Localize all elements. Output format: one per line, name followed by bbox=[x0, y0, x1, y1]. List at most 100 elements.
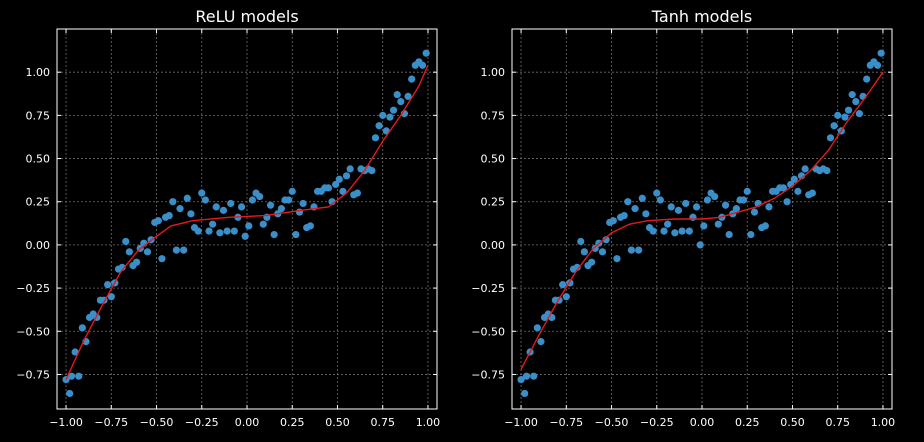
data-point bbox=[248, 196, 257, 204]
x-tick-label: −0.75 bbox=[549, 416, 583, 429]
data-point bbox=[371, 134, 380, 142]
data-point bbox=[219, 206, 228, 214]
y-tick-label: −0.25 bbox=[471, 282, 505, 295]
model-fit-line bbox=[520, 71, 884, 370]
data-point bbox=[209, 220, 217, 228]
data-point bbox=[143, 248, 152, 256]
data-point bbox=[154, 217, 162, 225]
data-point bbox=[517, 376, 525, 384]
data-point bbox=[198, 189, 206, 197]
data-point bbox=[375, 122, 383, 130]
data-point bbox=[794, 187, 802, 195]
data-point bbox=[808, 189, 816, 197]
data-point bbox=[292, 230, 300, 239]
data-point bbox=[227, 199, 235, 208]
data-point bbox=[245, 222, 253, 230]
data-point bbox=[266, 201, 275, 209]
y-tick-label: −0.50 bbox=[16, 325, 50, 338]
data-point bbox=[801, 165, 809, 173]
chart-title: Tanh models bbox=[651, 7, 752, 26]
data-point bbox=[656, 196, 664, 204]
data-point bbox=[671, 229, 679, 237]
chart-title: ReLU models bbox=[195, 7, 298, 26]
data-point bbox=[613, 255, 621, 263]
data-point bbox=[635, 246, 643, 254]
x-tick-label: −1.00 bbox=[504, 416, 538, 429]
data-point bbox=[288, 187, 296, 195]
data-point bbox=[180, 246, 188, 254]
x-tick-label: 0.75 bbox=[370, 416, 395, 429]
data-point bbox=[714, 220, 722, 228]
y-tick-label: −0.75 bbox=[16, 368, 50, 381]
data-point bbox=[277, 205, 285, 213]
x-tick-label: −0.25 bbox=[185, 416, 219, 429]
y-tick-label: 0.25 bbox=[481, 196, 506, 209]
data-point bbox=[674, 206, 683, 214]
data-point bbox=[711, 192, 719, 201]
data-point bbox=[577, 237, 585, 246]
data-point bbox=[230, 227, 238, 235]
data-point bbox=[743, 187, 751, 195]
data-point bbox=[692, 203, 701, 211]
data-point bbox=[537, 338, 545, 346]
data-point bbox=[66, 389, 74, 398]
data-point bbox=[627, 246, 636, 254]
data-point bbox=[682, 199, 690, 208]
data-point bbox=[187, 210, 195, 218]
data-point bbox=[573, 263, 581, 271]
data-point bbox=[877, 49, 885, 57]
y-tick-label: −0.25 bbox=[16, 282, 50, 295]
data-point bbox=[696, 241, 704, 249]
y-tick-label: 0.75 bbox=[481, 109, 506, 122]
data-point bbox=[78, 324, 86, 332]
data-point bbox=[389, 106, 398, 114]
data-point bbox=[270, 230, 278, 239]
data-point bbox=[125, 248, 133, 256]
data-point bbox=[205, 227, 213, 235]
data-point bbox=[107, 293, 115, 301]
data-point bbox=[667, 203, 675, 211]
data-point bbox=[598, 248, 607, 256]
data-point bbox=[685, 227, 693, 235]
data-point bbox=[368, 167, 376, 175]
y-tick-label: 0.50 bbox=[26, 153, 51, 166]
data-point bbox=[826, 134, 835, 142]
x-tick-label: 1.00 bbox=[416, 416, 441, 429]
data-point bbox=[638, 194, 646, 202]
tanh-panel: −1.00 −0.75 −0.50 −0.25 0.00 0.25 0.50 0.75 1.00… bbox=[471, 7, 895, 429]
x-tick-label: 0.00 bbox=[235, 416, 260, 429]
x-tick-label: −0.75 bbox=[94, 416, 128, 429]
y-tick-label: 0.25 bbox=[26, 196, 51, 209]
data-point bbox=[353, 189, 361, 197]
data-point bbox=[609, 217, 617, 225]
data-point bbox=[104, 281, 112, 289]
data-point bbox=[761, 222, 769, 230]
data-point bbox=[562, 293, 570, 301]
x-tick-label: 0.50 bbox=[325, 416, 350, 429]
data-point bbox=[75, 372, 83, 380]
data-point bbox=[852, 97, 860, 106]
data-point bbox=[346, 165, 354, 173]
data-point bbox=[830, 122, 838, 130]
x-tick-label: −0.25 bbox=[640, 416, 674, 429]
data-point bbox=[408, 75, 416, 83]
x-tick-label: 1.00 bbox=[871, 416, 896, 429]
data-point bbox=[223, 227, 231, 235]
data-point bbox=[397, 97, 405, 106]
y-tick-label: −0.75 bbox=[471, 368, 505, 381]
data-point bbox=[823, 167, 831, 175]
y-tick-label: 0.75 bbox=[26, 109, 51, 122]
data-point bbox=[379, 111, 387, 119]
x-tick-label: 0.25 bbox=[735, 416, 760, 429]
data-point bbox=[689, 213, 697, 221]
data-point bbox=[422, 49, 430, 57]
data-point bbox=[386, 113, 394, 121]
x-tick-label: −0.50 bbox=[595, 416, 629, 429]
data-point bbox=[122, 237, 130, 246]
x-tick-label: 0.50 bbox=[780, 416, 805, 429]
data-point bbox=[169, 198, 177, 206]
data-point bbox=[521, 389, 529, 398]
y-tick-label: 0.00 bbox=[481, 239, 506, 252]
data-point bbox=[580, 248, 588, 256]
